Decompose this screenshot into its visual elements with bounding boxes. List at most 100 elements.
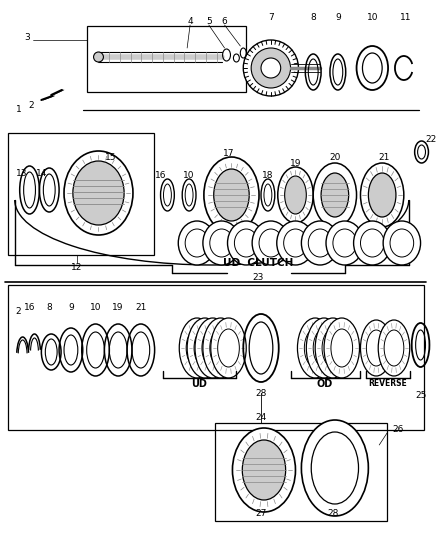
- Ellipse shape: [285, 176, 306, 214]
- Text: 13: 13: [16, 168, 28, 177]
- Text: 9: 9: [335, 13, 341, 22]
- Ellipse shape: [304, 329, 326, 367]
- Text: 23: 23: [252, 272, 264, 281]
- Ellipse shape: [252, 221, 290, 265]
- Ellipse shape: [301, 221, 339, 265]
- Ellipse shape: [278, 167, 313, 223]
- Ellipse shape: [242, 440, 286, 500]
- Ellipse shape: [204, 157, 259, 233]
- Ellipse shape: [203, 221, 240, 265]
- Text: 16: 16: [24, 303, 35, 311]
- Ellipse shape: [243, 40, 298, 96]
- Ellipse shape: [313, 329, 335, 367]
- Bar: [8, 133, 154, 255]
- Ellipse shape: [195, 318, 230, 378]
- Text: 11: 11: [400, 13, 412, 22]
- Text: 8: 8: [46, 303, 52, 312]
- Ellipse shape: [360, 163, 404, 227]
- Text: 8: 8: [311, 13, 316, 22]
- Text: 19: 19: [290, 158, 301, 167]
- Text: OD: OD: [317, 379, 333, 389]
- Ellipse shape: [322, 329, 344, 367]
- Ellipse shape: [202, 329, 223, 367]
- Text: 20: 20: [329, 154, 341, 163]
- Ellipse shape: [210, 329, 231, 367]
- Text: 10: 10: [90, 303, 101, 312]
- Ellipse shape: [261, 58, 281, 78]
- Ellipse shape: [186, 329, 208, 367]
- Ellipse shape: [378, 320, 410, 376]
- Text: 9: 9: [68, 303, 74, 312]
- Ellipse shape: [360, 320, 392, 376]
- Text: 24: 24: [255, 414, 267, 423]
- Ellipse shape: [194, 329, 215, 367]
- Ellipse shape: [315, 318, 351, 378]
- Ellipse shape: [64, 151, 133, 235]
- Text: 2: 2: [15, 308, 21, 317]
- Ellipse shape: [333, 229, 357, 257]
- Ellipse shape: [214, 169, 249, 221]
- Text: 3: 3: [24, 34, 29, 43]
- Ellipse shape: [360, 229, 384, 257]
- Text: UD: UD: [191, 379, 207, 389]
- Ellipse shape: [227, 221, 265, 265]
- Text: 14: 14: [35, 168, 47, 177]
- Ellipse shape: [187, 318, 223, 378]
- Ellipse shape: [384, 330, 404, 366]
- Ellipse shape: [73, 161, 124, 225]
- Text: 7: 7: [268, 13, 274, 22]
- Ellipse shape: [301, 420, 368, 516]
- Ellipse shape: [211, 318, 246, 378]
- Ellipse shape: [185, 229, 209, 257]
- Ellipse shape: [383, 221, 420, 265]
- Text: 25: 25: [415, 391, 426, 400]
- Text: REVERSE: REVERSE: [369, 379, 407, 389]
- Text: 1: 1: [16, 106, 21, 115]
- Ellipse shape: [233, 428, 296, 512]
- Ellipse shape: [203, 318, 238, 378]
- Text: 2: 2: [29, 101, 34, 109]
- Ellipse shape: [251, 48, 290, 88]
- Text: 19: 19: [113, 303, 124, 312]
- Ellipse shape: [94, 52, 103, 62]
- Text: 16: 16: [155, 171, 166, 180]
- Ellipse shape: [210, 229, 233, 257]
- Ellipse shape: [353, 221, 391, 265]
- Ellipse shape: [324, 318, 360, 378]
- Text: 21: 21: [135, 303, 147, 312]
- Text: 4: 4: [187, 18, 193, 27]
- Ellipse shape: [321, 173, 349, 217]
- Ellipse shape: [308, 229, 332, 257]
- Text: 28: 28: [327, 508, 339, 518]
- Text: 21: 21: [378, 154, 390, 163]
- Text: 22: 22: [425, 135, 437, 144]
- Ellipse shape: [331, 329, 353, 367]
- Ellipse shape: [284, 229, 307, 257]
- Text: 18: 18: [262, 171, 274, 180]
- Text: 6: 6: [222, 18, 227, 27]
- Text: 5: 5: [206, 18, 212, 27]
- Ellipse shape: [367, 330, 386, 366]
- Ellipse shape: [277, 221, 314, 265]
- Text: 26: 26: [392, 425, 403, 434]
- Text: 15: 15: [105, 152, 116, 161]
- Ellipse shape: [313, 163, 357, 227]
- Ellipse shape: [259, 229, 283, 257]
- Text: 10: 10: [184, 171, 195, 180]
- Bar: [215, 423, 387, 521]
- Ellipse shape: [179, 318, 215, 378]
- Bar: [8, 285, 424, 430]
- Ellipse shape: [368, 173, 396, 217]
- Ellipse shape: [311, 432, 359, 504]
- Ellipse shape: [218, 329, 239, 367]
- Ellipse shape: [390, 229, 413, 257]
- Text: 17: 17: [223, 149, 234, 157]
- Text: 28: 28: [255, 389, 267, 398]
- Ellipse shape: [326, 221, 364, 265]
- Text: 27: 27: [255, 508, 267, 518]
- Text: 12: 12: [71, 262, 82, 271]
- Text: UD  CLUTCH: UD CLUTCH: [223, 258, 293, 268]
- Ellipse shape: [234, 229, 258, 257]
- Ellipse shape: [178, 221, 215, 265]
- Ellipse shape: [306, 318, 342, 378]
